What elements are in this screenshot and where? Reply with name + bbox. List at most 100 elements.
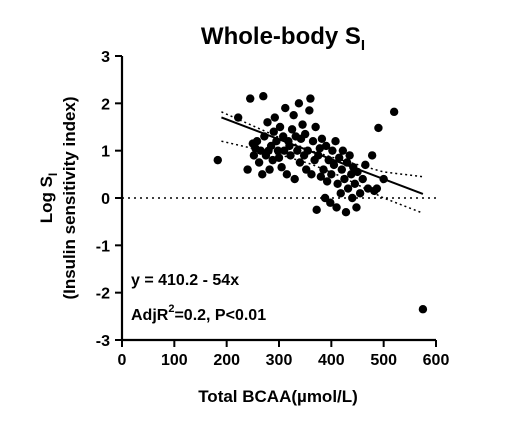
- data-point: [259, 92, 268, 101]
- chart-title-main: Whole-body S: [201, 23, 361, 50]
- data-point: [306, 94, 315, 103]
- data-point: [328, 146, 337, 155]
- data-point: [263, 118, 272, 127]
- data-point: [254, 158, 264, 167]
- x-tick-label: 100: [161, 352, 188, 369]
- svg-text:Log SI: Log SI: [37, 173, 60, 224]
- y-axis-label-line2: (Insulin sensitivity index): [60, 96, 79, 299]
- y-tick-label: -2: [96, 286, 110, 303]
- y-tick-label: 2: [101, 96, 110, 113]
- data-point: [289, 110, 298, 120]
- data-point: [326, 198, 335, 207]
- x-tick-label: 500: [370, 352, 397, 369]
- data-point: [269, 127, 278, 136]
- axes-layer: -3 -2 -1 0 1 2 3 0 100 200 300 400 500 600: [96, 49, 450, 369]
- data-point: [286, 151, 295, 160]
- data-point: [329, 160, 339, 170]
- data-point: [307, 170, 316, 179]
- data-point: [379, 174, 388, 184]
- data-point: [274, 153, 284, 162]
- data-point: [273, 146, 283, 155]
- data-point: [418, 305, 428, 314]
- data-point: [322, 177, 332, 186]
- data-point: [265, 165, 274, 174]
- data-point: [355, 189, 365, 198]
- data-point: [260, 132, 269, 141]
- y-tick-label: 0: [101, 191, 110, 208]
- data-point: [258, 170, 267, 179]
- data-point: [287, 125, 297, 134]
- data-point: [275, 122, 285, 132]
- data-point: [317, 134, 327, 144]
- y-axis-label-subscript: I: [46, 173, 60, 176]
- data-point: [331, 137, 340, 146]
- chart-title-subscript: I: [361, 37, 365, 54]
- data-point: [272, 137, 281, 146]
- data-point: [372, 184, 382, 193]
- x-axis-label: Total BCAA(µmol/L): [198, 387, 358, 406]
- chart-title: Whole-body SI: [201, 23, 365, 54]
- data-point: [294, 99, 304, 108]
- y-tick-label: -3: [96, 333, 110, 350]
- data-point: [336, 189, 345, 198]
- y-axis-label-secondary: (Insulin sensitivity index): [60, 96, 79, 299]
- data-point: [374, 123, 383, 133]
- data-point: [341, 208, 351, 217]
- regression-stats: AdjR2=0.2, P<0.01: [131, 303, 266, 324]
- data-point: [316, 172, 326, 181]
- x-tick-label: 400: [318, 352, 345, 369]
- regression-equation: y = 410.2 - 54x: [131, 272, 239, 289]
- y-axis-label-main: Log S: [37, 176, 56, 223]
- x-tick-label: 0: [118, 352, 127, 369]
- x-tick-label: 300: [266, 352, 293, 369]
- data-point: [246, 94, 255, 103]
- data-point: [353, 167, 362, 177]
- data-point: [298, 120, 307, 129]
- data-point: [345, 151, 354, 160]
- data-point: [213, 155, 222, 165]
- data-point: [282, 170, 292, 179]
- stats-prefix: AdjR: [131, 307, 169, 324]
- x-tick-label: 600: [423, 352, 450, 369]
- data-point: [295, 158, 305, 167]
- data-point: [332, 203, 341, 212]
- data-point: [321, 141, 331, 151]
- data-point: [243, 165, 252, 174]
- data-point: [281, 103, 290, 113]
- data-point: [300, 129, 310, 139]
- data-point: [337, 165, 346, 174]
- data-point: [293, 146, 302, 155]
- data-point: [367, 151, 377, 160]
- data-point: [249, 151, 259, 160]
- data-point: [333, 179, 342, 188]
- data-point: [358, 174, 367, 184]
- x-tick-label: 200: [213, 352, 240, 369]
- data-point: [303, 146, 312, 155]
- data-point: [311, 122, 320, 132]
- data-point: [350, 179, 360, 188]
- y-axis-label: Log SI: [37, 173, 60, 224]
- data-point: [352, 203, 361, 212]
- stats-superscript: 2: [168, 303, 174, 315]
- data-point: [334, 153, 344, 162]
- data-point: [389, 107, 399, 117]
- data-point: [233, 113, 243, 122]
- data-point: [348, 193, 357, 203]
- data-point: [327, 170, 336, 179]
- data-points-layer: [213, 92, 428, 314]
- data-point: [338, 146, 348, 155]
- data-point: [290, 174, 299, 184]
- data-point: [252, 137, 262, 146]
- y-tick-label: 1: [101, 144, 110, 161]
- y-tick-label: 3: [101, 49, 110, 66]
- data-point: [342, 158, 352, 167]
- data-point: [308, 137, 318, 146]
- data-point: [319, 165, 328, 174]
- data-point: [361, 160, 370, 170]
- data-point: [305, 106, 314, 115]
- y-tick-label: -1: [96, 238, 110, 255]
- stats-rest: =0.2, P<0.01: [174, 307, 266, 324]
- data-point: [285, 141, 294, 151]
- data-point: [343, 184, 353, 193]
